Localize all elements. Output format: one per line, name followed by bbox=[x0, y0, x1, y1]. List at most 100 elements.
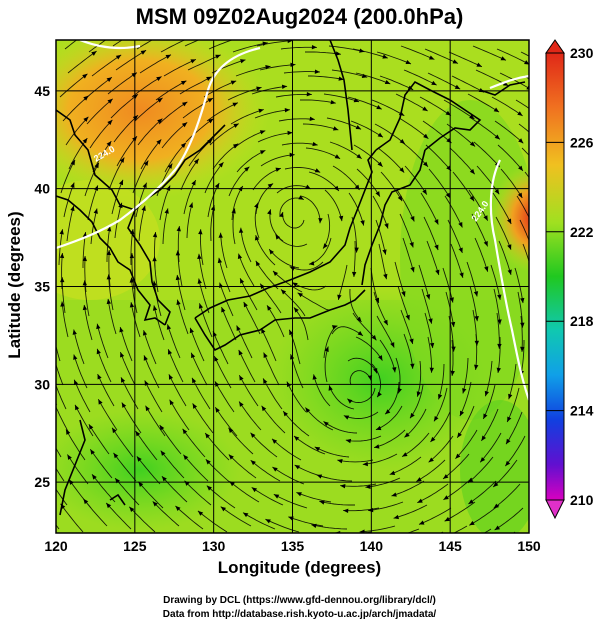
wind-arrowhead bbox=[251, 487, 258, 493]
streamline bbox=[343, 411, 379, 419]
wind-arrowhead bbox=[255, 260, 261, 267]
wind-arrowhead bbox=[107, 119, 113, 126]
streamline bbox=[337, 459, 374, 463]
wind-arrowhead bbox=[256, 86, 262, 91]
wind-arrowhead bbox=[131, 72, 137, 78]
streamline bbox=[61, 252, 63, 290]
wind-arrowhead bbox=[449, 297, 454, 303]
wind-arrowhead bbox=[96, 323, 101, 330]
streamline bbox=[373, 291, 389, 326]
wind-arrowhead bbox=[218, 162, 224, 168]
wind-arrowhead bbox=[106, 298, 111, 305]
wind-arrowhead bbox=[88, 424, 94, 430]
streamline bbox=[230, 109, 264, 125]
streamline bbox=[96, 323, 109, 359]
wind-arrowhead bbox=[142, 182, 147, 189]
streamline bbox=[355, 72, 391, 85]
streamline bbox=[113, 114, 139, 143]
wind-arrowhead bbox=[469, 141, 476, 147]
wind-arrowhead bbox=[409, 242, 414, 248]
streamline bbox=[113, 452, 137, 482]
streamline bbox=[260, 154, 295, 167]
streamline bbox=[349, 288, 362, 323]
streamline bbox=[143, 355, 160, 389]
streamline bbox=[107, 72, 138, 95]
plot-frame bbox=[55, 39, 530, 534]
wind-arrowhead bbox=[261, 328, 266, 334]
streamline bbox=[471, 213, 489, 247]
wind-arrowhead bbox=[258, 108, 264, 113]
streamline bbox=[496, 312, 500, 349]
streamline bbox=[323, 93, 360, 103]
wind-arrowhead bbox=[378, 355, 383, 361]
streamline bbox=[417, 483, 449, 504]
wind-arrowhead bbox=[474, 340, 480, 346]
wind-arrowhead bbox=[356, 153, 362, 159]
wind-arrowhead bbox=[287, 40, 293, 44]
streamline bbox=[136, 40, 153, 50]
wind-arrowhead bbox=[176, 226, 181, 232]
wind-arrowhead bbox=[445, 110, 451, 116]
streamline bbox=[65, 116, 89, 146]
wind-arrowhead bbox=[520, 346, 525, 352]
wind-arrowhead bbox=[389, 470, 396, 475]
wind-arrowhead bbox=[275, 167, 281, 172]
wind-arrowhead bbox=[417, 498, 423, 503]
wind-arrowhead bbox=[106, 77, 112, 82]
wind-arrowhead bbox=[385, 409, 391, 415]
streamline bbox=[168, 374, 187, 407]
streamline bbox=[515, 99, 529, 109]
streamline bbox=[213, 355, 232, 389]
wind-arrowhead bbox=[481, 435, 487, 441]
streamline bbox=[115, 49, 147, 71]
streamline bbox=[404, 165, 428, 195]
wind-arrowhead bbox=[416, 391, 421, 397]
streamline bbox=[88, 423, 110, 455]
wind-arrowhead bbox=[263, 352, 268, 358]
wind-arrowhead bbox=[399, 139, 405, 144]
y-tick-labels: 25 30 35 40 45 bbox=[34, 83, 50, 490]
wind-arrowhead bbox=[530, 222, 536, 228]
streamline bbox=[255, 234, 276, 266]
wind-arrowhead bbox=[468, 499, 474, 504]
wind-arrowhead bbox=[176, 299, 181, 305]
streamline bbox=[398, 117, 429, 140]
wind-arrowhead bbox=[163, 29, 169, 35]
wind-arrowhead bbox=[82, 73, 88, 79]
wind-arrowhead bbox=[182, 428, 188, 435]
wind-arrowhead bbox=[239, 375, 244, 381]
wind-arrowhead bbox=[459, 272, 464, 278]
wind-arrowhead bbox=[494, 525, 501, 530]
wind-arrowhead bbox=[298, 195, 304, 200]
wind-arrowhead bbox=[205, 433, 210, 439]
colorbar-scale bbox=[545, 52, 565, 501]
wind-arrowhead bbox=[493, 482, 499, 487]
wind-arrowhead bbox=[197, 253, 202, 259]
wind-arrowhead bbox=[272, 438, 278, 444]
wind-arrowhead bbox=[319, 500, 325, 505]
wind-arrowhead bbox=[192, 403, 198, 409]
wind-arrowhead bbox=[91, 51, 97, 56]
streamline bbox=[456, 405, 475, 438]
streamline bbox=[134, 97, 163, 122]
streamline bbox=[187, 54, 221, 71]
wind-arrowhead bbox=[98, 399, 103, 405]
streamline bbox=[209, 123, 240, 146]
streamline bbox=[322, 213, 331, 249]
wind-arrowhead bbox=[353, 98, 360, 103]
wind-arrowhead bbox=[296, 492, 302, 497]
contour-224 bbox=[56, 40, 529, 401]
streamline bbox=[60, 159, 76, 194]
wind-arrowhead bbox=[347, 398, 353, 404]
streamline bbox=[495, 216, 512, 250]
wind-arrowhead bbox=[205, 459, 211, 465]
streamline bbox=[331, 326, 364, 337]
streamline bbox=[262, 378, 283, 410]
streamline bbox=[353, 240, 356, 278]
streamline bbox=[484, 360, 493, 397]
wind-arrowhead bbox=[393, 514, 400, 520]
wind-arrowhead bbox=[279, 212, 284, 218]
streamline bbox=[459, 381, 472, 417]
wind-arrowhead bbox=[450, 370, 455, 376]
streamline bbox=[159, 185, 171, 221]
